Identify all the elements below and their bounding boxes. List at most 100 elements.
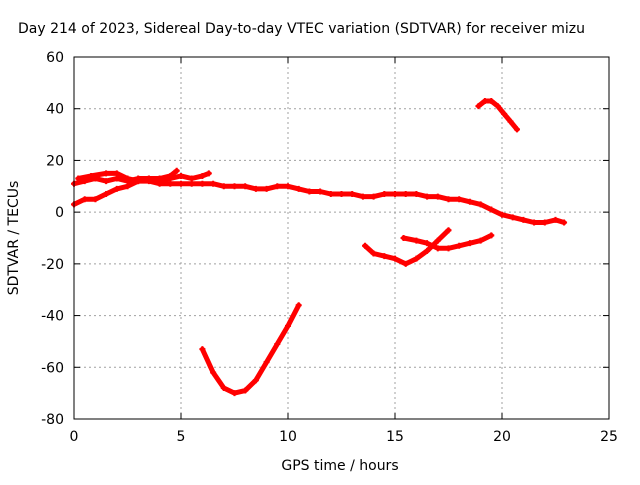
- data-point: [475, 103, 482, 110]
- data-point: [167, 172, 174, 179]
- data-point: [370, 193, 377, 200]
- data-point: [402, 260, 409, 267]
- data-point: [113, 185, 120, 192]
- data-point: [113, 175, 120, 182]
- data-point: [445, 196, 452, 203]
- y-tick-label: 60: [46, 50, 64, 66]
- data-point: [434, 237, 441, 244]
- data-point: [88, 172, 95, 179]
- data-point: [103, 178, 110, 185]
- data-point: [124, 183, 131, 190]
- data-point: [456, 196, 463, 203]
- data-point: [199, 346, 206, 353]
- data-point: [552, 216, 559, 223]
- data-point: [413, 237, 420, 244]
- data-point: [481, 97, 488, 104]
- data-point: [494, 103, 501, 110]
- data-point: [349, 191, 356, 198]
- data-point: [178, 180, 184, 187]
- data-point: [445, 245, 452, 252]
- data-point: [434, 245, 441, 252]
- ticks: 0 5 10 15 20 25 -80 -60 -40 -20 0 20 40 60: [41, 50, 618, 445]
- data-point: [400, 235, 407, 241]
- data-point: [252, 185, 259, 192]
- y-tick-label: -20: [41, 257, 64, 273]
- data-point: [103, 191, 110, 198]
- data-point: [113, 170, 120, 177]
- data-point: [488, 97, 495, 104]
- chart-title: Day 214 of 2023, Sidereal Day-to-day VTE…: [18, 21, 585, 37]
- data-point: [205, 170, 212, 177]
- data-point: [370, 250, 377, 257]
- series-track-6: [400, 232, 495, 252]
- series-track-7: [475, 97, 520, 133]
- data-point: [413, 255, 420, 262]
- data-point: [381, 191, 388, 198]
- data-point: [327, 191, 334, 198]
- data-point: [424, 247, 431, 254]
- data-point: [178, 172, 184, 179]
- data-point: [156, 180, 163, 187]
- x-tick-label: 0: [70, 429, 79, 445]
- data-point: [509, 214, 516, 221]
- data-point: [124, 175, 131, 182]
- data-point: [424, 193, 431, 200]
- data-point: [231, 183, 238, 190]
- data-point: [392, 255, 398, 262]
- series-track-3: [75, 170, 568, 226]
- data-point: [501, 110, 508, 117]
- series-track-4: [199, 302, 302, 397]
- data-point: [513, 126, 520, 133]
- data-point: [392, 191, 398, 198]
- y-tick-label: -40: [41, 309, 64, 325]
- data-point: [466, 198, 473, 205]
- data-point: [242, 387, 249, 394]
- data-point: [531, 219, 538, 226]
- data-point: [317, 188, 324, 195]
- data-point: [220, 384, 227, 391]
- data-point: [456, 242, 463, 249]
- data-point: [477, 237, 484, 244]
- data-point: [210, 369, 217, 376]
- x-tick-label: 15: [386, 429, 404, 445]
- data-point: [242, 183, 249, 190]
- grid: [74, 57, 609, 419]
- data-point: [561, 219, 568, 226]
- data-point: [445, 227, 452, 234]
- data-point: [359, 193, 366, 200]
- plot-frame: [73, 56, 610, 420]
- y-tick-label: 20: [46, 153, 64, 169]
- series-layer: [71, 97, 568, 397]
- data-point: [173, 167, 180, 174]
- data-point: [75, 175, 82, 182]
- y-tick-label: 40: [46, 102, 64, 118]
- data-point: [507, 118, 514, 125]
- data-point: [274, 183, 281, 190]
- data-point: [362, 242, 369, 249]
- data-point: [338, 191, 345, 198]
- data-point: [220, 183, 227, 190]
- data-point: [135, 178, 142, 185]
- data-point: [252, 377, 259, 384]
- data-point: [92, 196, 99, 203]
- data-point: [188, 175, 195, 182]
- data-point: [274, 341, 281, 348]
- data-point: [285, 183, 291, 190]
- data-point: [199, 172, 206, 179]
- data-point: [263, 359, 270, 366]
- data-point: [520, 216, 527, 223]
- data-point: [381, 253, 388, 260]
- data-point: [306, 188, 313, 195]
- x-tick-label: 25: [600, 429, 618, 445]
- data-point: [466, 240, 473, 247]
- x-tick-label: 20: [493, 429, 511, 445]
- data-point: [188, 180, 195, 187]
- y-tick-label: 0: [55, 205, 64, 221]
- data-point: [488, 206, 495, 213]
- data-point: [424, 240, 431, 247]
- data-point: [413, 191, 420, 198]
- y-axis-label: SDTVAR / TECUs: [6, 181, 22, 296]
- data-point: [402, 191, 409, 198]
